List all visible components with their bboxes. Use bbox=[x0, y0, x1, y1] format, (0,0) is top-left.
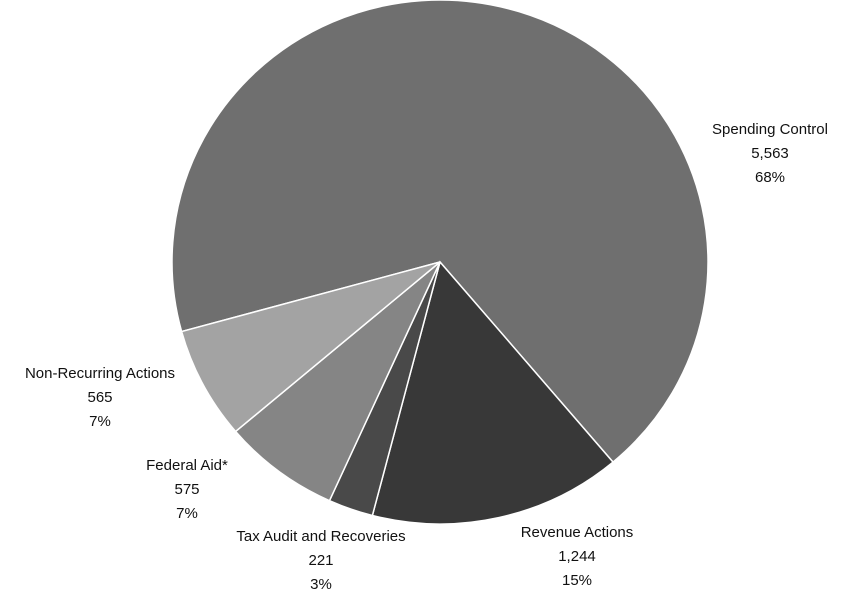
slice-value: 575 bbox=[174, 481, 199, 498]
pie-slice bbox=[234, 261, 441, 502]
pie-slice bbox=[371, 260, 615, 525]
slice-value: 221 bbox=[308, 552, 333, 569]
slice-label: Spending Control bbox=[712, 121, 828, 138]
slice-label: Revenue Actions bbox=[521, 524, 634, 541]
slice-label: Federal Aid* bbox=[146, 457, 228, 474]
slice-value: 5,563 bbox=[751, 145, 789, 162]
slice-label: Tax Audit and Recoveries bbox=[236, 528, 405, 545]
slice-value: 565 bbox=[87, 389, 112, 406]
pie-slice bbox=[180, 261, 441, 433]
slice-percent: 3% bbox=[310, 576, 332, 592]
slice-value: 1,244 bbox=[558, 548, 596, 565]
slice-percent: 7% bbox=[176, 505, 198, 522]
slice-percent: 68% bbox=[755, 169, 785, 186]
slice-percent: 7% bbox=[89, 413, 111, 430]
slice-label: Non-Recurring Actions bbox=[25, 365, 175, 382]
slice-percent: 15% bbox=[562, 572, 592, 589]
pie-slice bbox=[171, 0, 709, 464]
